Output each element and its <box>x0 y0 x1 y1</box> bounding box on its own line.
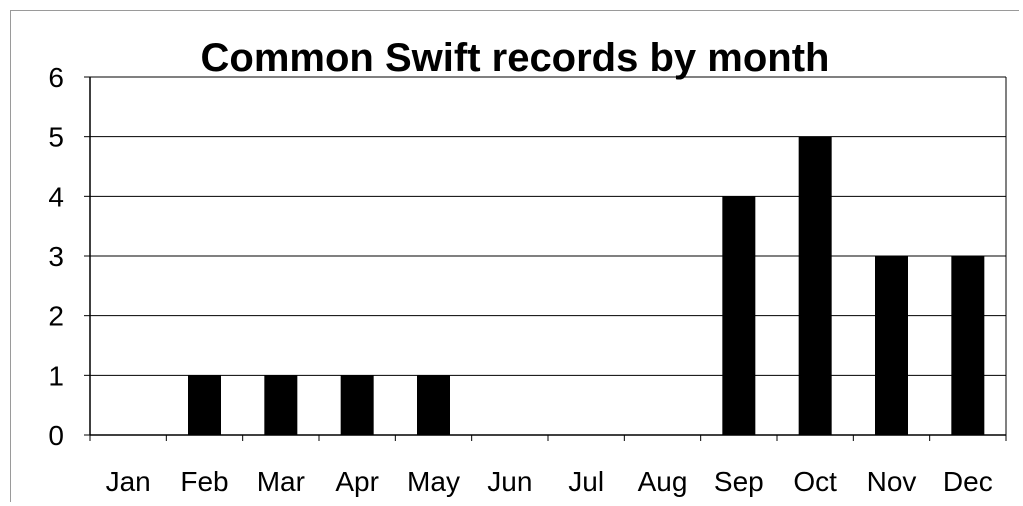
x-tick-label: Mar <box>257 466 305 497</box>
x-tick-label: Oct <box>793 466 837 497</box>
y-tick-label: 5 <box>48 122 64 153</box>
bar-dec <box>951 256 985 435</box>
chart-title: Common Swift records by month <box>200 36 830 80</box>
x-tick-label: Sep <box>714 466 764 497</box>
x-tick-label: Feb <box>180 466 228 497</box>
x-tick-label: Jul <box>568 466 604 497</box>
bar-apr <box>340 375 374 435</box>
bar-oct <box>798 136 832 435</box>
chart-frame <box>10 10 1019 502</box>
bar-nov <box>875 256 908 435</box>
x-tick-label: Apr <box>335 466 379 497</box>
y-tick-label: 2 <box>48 301 64 332</box>
bar-sep <box>722 196 756 435</box>
bar-may <box>417 375 450 435</box>
bar-feb <box>188 375 221 435</box>
x-tick-label: Jun <box>487 466 532 497</box>
x-tick-label: Jan <box>106 466 151 497</box>
x-tick-label: Nov <box>867 466 917 497</box>
x-tick-label: May <box>407 466 460 497</box>
x-tick-label: Aug <box>638 466 688 497</box>
x-tick-label: Dec <box>943 466 993 497</box>
y-tick-label: 4 <box>48 181 64 212</box>
y-tick-label: 1 <box>48 360 64 391</box>
y-tick-label: 6 <box>48 62 64 93</box>
bar-mar <box>264 375 298 435</box>
y-tick-label: 3 <box>48 241 64 272</box>
y-tick-label: 0 <box>48 420 64 451</box>
